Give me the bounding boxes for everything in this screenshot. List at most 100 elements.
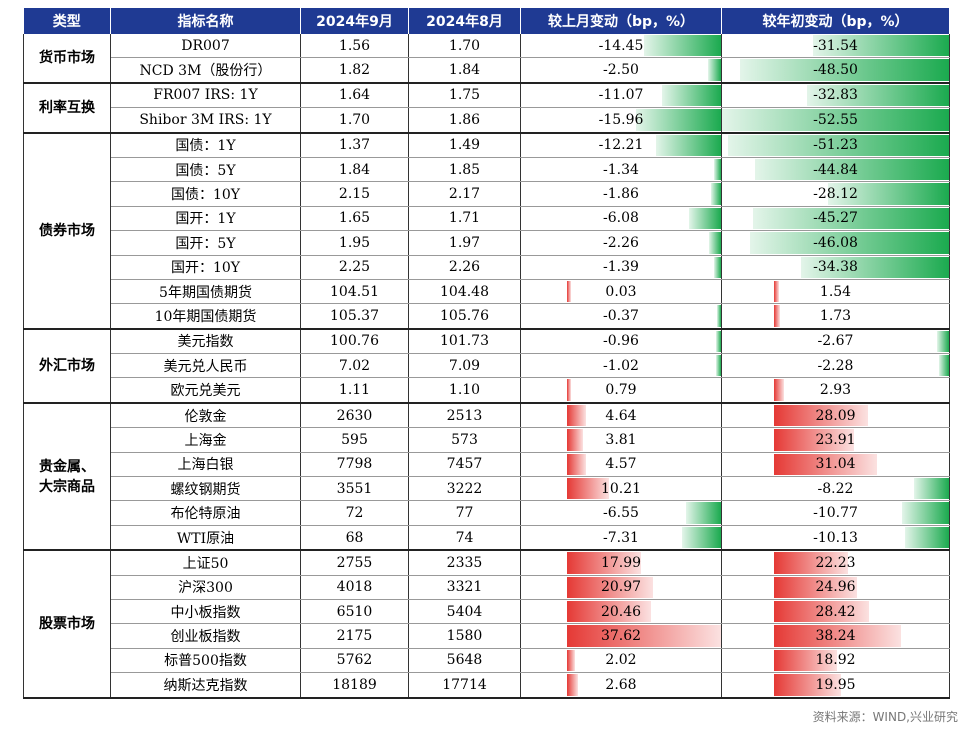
mom-cell: 0.03 — [520, 279, 722, 305]
mom-bar — [567, 600, 651, 623]
indicator-name: FR007 IRS: 1Y — [110, 82, 301, 109]
mom-value: 4.64 — [605, 407, 637, 424]
category-label: 货币市场 — [23, 34, 111, 84]
ytd-value: 1.54 — [819, 283, 852, 300]
ytd-cell: 23.91 — [721, 427, 950, 453]
ytd-cell: 19.95 — [721, 672, 950, 699]
ytd-value: -48.50 — [813, 62, 858, 79]
ytd-cell: -8.22 — [721, 476, 950, 502]
ytd-cell: 31.04 — [721, 452, 950, 478]
aug-value: 5404 — [408, 599, 521, 625]
sep-value: 68 — [300, 525, 409, 552]
ytd-cell: 28.09 — [721, 402, 950, 429]
sep-value: 3551 — [300, 476, 409, 502]
ytd-cell: -10.77 — [721, 500, 950, 526]
ytd-value: -32.83 — [813, 87, 858, 104]
mom-value: -6.55 — [603, 505, 639, 522]
indicator-name: 美元指数 — [110, 328, 301, 355]
ytd-cell: 1.54 — [721, 279, 950, 305]
mom-value: 2.68 — [605, 676, 637, 693]
indicator-name: 国开：1Y — [110, 206, 301, 232]
mom-value: 0.79 — [605, 382, 637, 399]
mom-value: 2.02 — [605, 652, 637, 669]
mom-cell: -2.50 — [520, 57, 722, 84]
mom-value: 4.57 — [605, 456, 637, 473]
source-note: 资料来源：WIND,兴业研究 — [812, 710, 958, 724]
ytd-cell: 1.73 — [721, 303, 950, 330]
mom-bar — [707, 59, 721, 81]
indicator-name: 上海白银 — [110, 452, 301, 478]
mom-bar — [567, 379, 571, 401]
sep-value: 7798 — [300, 452, 409, 478]
mom-bar — [713, 158, 721, 181]
ytd-bar — [727, 134, 949, 156]
ytd-value: 1.73 — [819, 307, 852, 324]
ytd-value: -44.84 — [813, 161, 858, 178]
ytd-cell: -31.54 — [721, 34, 950, 59]
mom-bar — [656, 134, 721, 156]
mom-value: -12.21 — [598, 137, 644, 154]
sep-value: 1.70 — [300, 107, 409, 134]
table-row: 国开：1Y 1.65 1.71 -6.08 -45.27 — [24, 206, 950, 232]
indicator-name: 国债：5Y — [110, 157, 301, 183]
mom-cell: 20.46 — [520, 599, 722, 625]
indicator-name: 上海金 — [110, 427, 301, 453]
aug-value: 1.75 — [408, 82, 521, 109]
indicator-name: DR007 — [110, 34, 301, 59]
indicator-name: 创业板指数 — [110, 623, 301, 649]
mom-cell: -14.45 — [520, 34, 722, 59]
mom-bar — [662, 84, 721, 107]
ytd-value: 23.91 — [815, 431, 856, 448]
mom-cell: -0.37 — [520, 303, 722, 330]
mom-value: 37.62 — [600, 628, 642, 645]
header-sep: 2024年9月 — [300, 8, 409, 34]
table-row: 国债：10Y 2.15 2.17 -1.86 -28.12 — [24, 181, 950, 207]
ytd-value: 19.95 — [815, 676, 856, 693]
mom-bar — [567, 625, 721, 647]
ytd-bar — [753, 207, 949, 230]
mom-value: -14.45 — [598, 37, 644, 54]
ytd-value: 24.96 — [815, 579, 856, 596]
ytd-cell: -51.23 — [721, 132, 950, 158]
ytd-bar — [774, 453, 878, 476]
ytd-bar — [774, 576, 858, 598]
table-row: 国开：5Y 1.95 1.97 -2.26 -46.08 — [24, 230, 950, 256]
header-row: 类型 指标名称 2024年9月 2024年8月 较上月变动（bp，%） 较年初变… — [23, 8, 950, 34]
ytd-bar — [774, 280, 780, 303]
table-row: 上海白银 7798 7457 4.57 31.04 — [24, 452, 950, 478]
ytd-bar — [774, 600, 869, 623]
market-data-table: 类型 指标名称 2024年9月 2024年8月 较上月变动（bp，%） 较年初变… — [23, 8, 950, 699]
ytd-cell: 2.93 — [721, 377, 950, 404]
ytd-value: -28.12 — [813, 186, 858, 203]
sep-value: 1.56 — [300, 34, 409, 59]
header-aug: 2024年8月 — [408, 8, 521, 34]
ytd-value: 2.93 — [819, 382, 852, 399]
aug-value: 3222 — [408, 476, 521, 502]
ytd-value: 18.92 — [815, 652, 856, 669]
mom-cell: 3.81 — [520, 427, 722, 453]
table-row: 布伦特原油 72 77 -6.55 -10.77 — [24, 500, 950, 526]
sep-value: 1.64 — [300, 82, 409, 109]
mom-value: 20.97 — [600, 579, 642, 596]
sep-value: 1.95 — [300, 230, 409, 256]
mom-cell: -6.08 — [520, 206, 722, 232]
mom-cell: -11.07 — [520, 82, 722, 109]
table-row: 5年期国债期货 104.51 104.48 0.03 1.54 — [24, 279, 950, 305]
ytd-bar — [800, 256, 949, 278]
indicator-name: WTI原油 — [110, 525, 301, 552]
ytd-cell: 38.24 — [721, 623, 950, 649]
mom-cell: -1.34 — [520, 157, 722, 183]
aug-value: 573 — [408, 427, 521, 453]
ytd-value: -10.13 — [813, 529, 858, 546]
mom-bar — [686, 502, 721, 524]
mom-value: 0.03 — [605, 283, 637, 300]
mom-cell: -0.96 — [520, 328, 722, 355]
ytd-value: 31.04 — [815, 456, 856, 473]
ytd-bar — [774, 305, 780, 327]
ytd-cell: -2.67 — [721, 328, 950, 355]
header-category: 类型 — [23, 8, 111, 34]
aug-value: 1.49 — [408, 132, 521, 158]
mom-cell: 4.64 — [520, 402, 722, 429]
aug-value: 1.86 — [408, 107, 521, 134]
ytd-bar — [937, 330, 949, 353]
